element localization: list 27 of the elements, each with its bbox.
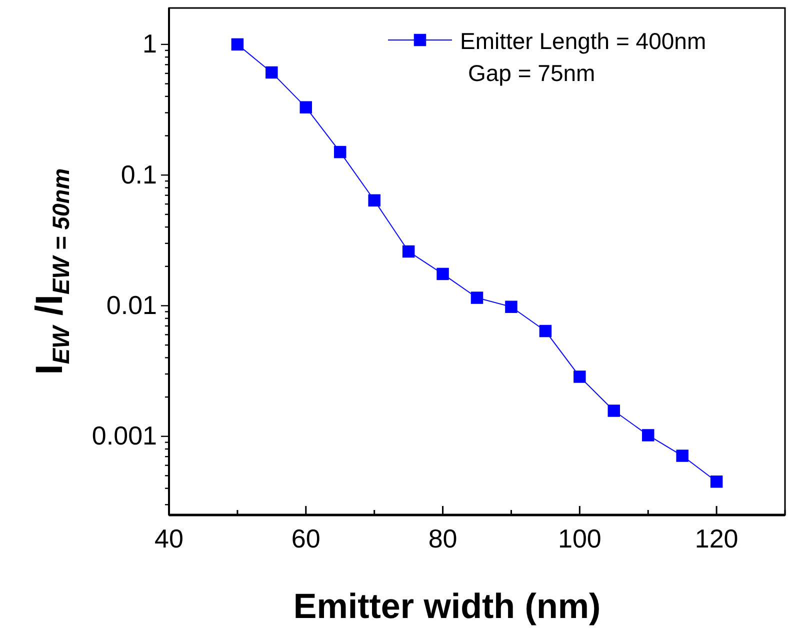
point [402,245,415,258]
point [368,194,380,207]
point [608,404,620,417]
y-tick-label: 0.01 [106,290,157,320]
point [266,66,278,79]
x-tick-label: 60 [291,523,320,554]
x-tick-label: 40 [154,523,184,554]
point [710,476,723,488]
x-tick-label: 100 [558,523,602,554]
x-tick-label: 120 [694,523,738,554]
point [300,101,312,114]
point [334,146,346,158]
x-axis-title: Emitter width (nm) [293,587,601,626]
point [574,370,586,383]
y-tick-label: 0.1 [120,159,157,190]
x-tick-label: 80 [428,523,458,554]
point [436,268,449,280]
point [642,429,654,442]
annotation: Gap = 75nm [468,60,596,86]
point [231,38,244,51]
y-tick-label: 1 [142,28,157,59]
point [470,292,484,304]
y-tick-label: 0.001 [92,420,157,451]
point [505,300,518,313]
legend-label: Emitter Length = 400nm [460,28,706,54]
point [676,450,688,462]
point [539,324,552,338]
